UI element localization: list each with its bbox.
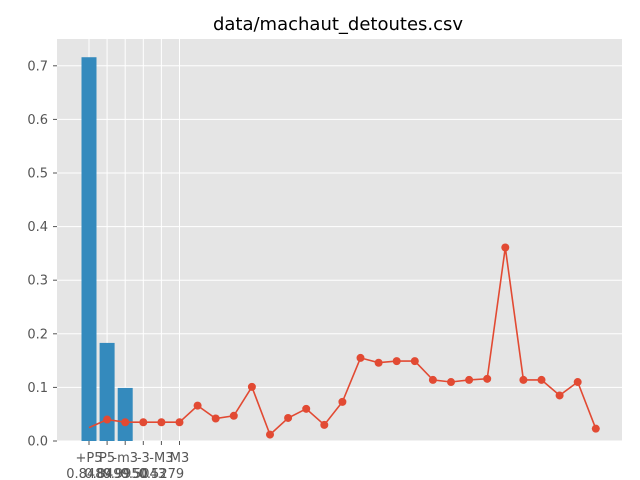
bar bbox=[117, 387, 133, 441]
x-tick-label: 0.5279 bbox=[139, 467, 185, 480]
data-point bbox=[157, 418, 166, 427]
data-point bbox=[591, 424, 600, 433]
data-point bbox=[356, 353, 365, 362]
y-tick-label: 0.5 bbox=[27, 167, 48, 182]
data-point bbox=[428, 375, 437, 384]
x-tick-label: -M3 bbox=[149, 451, 173, 466]
y-tick-label: 0.2 bbox=[27, 327, 48, 342]
data-point bbox=[537, 375, 546, 384]
x-tick-label: 0.5043 bbox=[121, 467, 167, 480]
data-point bbox=[175, 418, 184, 427]
x-tick-label: M3 bbox=[170, 451, 190, 466]
grid bbox=[57, 39, 622, 442]
x-axis: +P50.8489P50.8499-m30.9950-30.5043-M30.5… bbox=[66, 441, 189, 480]
data-point bbox=[410, 357, 419, 366]
x-tick-label: 0.8499 bbox=[84, 467, 130, 480]
bar bbox=[99, 342, 115, 441]
data-point bbox=[211, 414, 220, 423]
y-tick-label: 0.4 bbox=[27, 220, 48, 235]
plot-area bbox=[57, 39, 622, 441]
data-point bbox=[139, 418, 148, 427]
x-tick-label: 0.9950 bbox=[102, 467, 148, 480]
data-point bbox=[447, 378, 455, 387]
bar-series bbox=[81, 57, 133, 441]
x-tick-label: -3 bbox=[137, 451, 150, 466]
y-tick-label: 0.7 bbox=[27, 59, 48, 74]
data-point bbox=[555, 391, 564, 400]
chart-title: data/machaut_detoutes.csv bbox=[213, 14, 463, 35]
y-tick-label: 0.6 bbox=[27, 113, 48, 128]
data-point bbox=[302, 404, 311, 413]
data-point bbox=[284, 413, 293, 422]
data-point bbox=[121, 418, 130, 427]
data-point bbox=[465, 375, 474, 384]
data-point bbox=[338, 397, 347, 406]
data-point bbox=[193, 401, 202, 410]
bar bbox=[81, 57, 97, 441]
x-tick-label: -m3 bbox=[112, 451, 138, 466]
y-tick-label: 0.0 bbox=[27, 435, 48, 450]
data-point bbox=[519, 375, 528, 384]
y-axis: 0.0 0.1 0.2 0.3 0.4 0.5 0.6 0.7 bbox=[27, 59, 57, 450]
data-point bbox=[501, 243, 510, 252]
data-point bbox=[229, 411, 238, 420]
y-tick-label: 0.1 bbox=[27, 381, 48, 396]
data-point bbox=[266, 430, 274, 439]
data-point bbox=[247, 382, 256, 391]
y-tick-label: 0.3 bbox=[27, 274, 48, 289]
data-point bbox=[392, 357, 401, 366]
data-point bbox=[103, 415, 112, 424]
data-point bbox=[320, 420, 329, 429]
data-point bbox=[374, 358, 383, 367]
x-tick-label: 0.8489 bbox=[66, 467, 112, 480]
x-tick-label: P5 bbox=[99, 451, 115, 466]
data-point bbox=[573, 378, 582, 387]
line-series bbox=[88, 243, 600, 439]
data-point bbox=[483, 374, 492, 383]
x-tick-label: +P5 bbox=[75, 451, 102, 466]
